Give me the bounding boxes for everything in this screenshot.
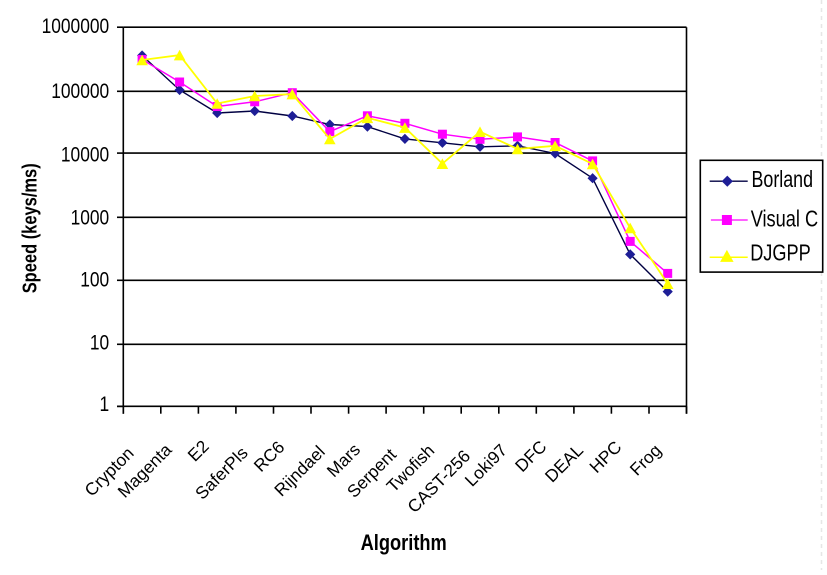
svg-text:Borland: Borland <box>752 166 814 192</box>
svg-text:1000000: 1000000 <box>42 13 110 38</box>
svg-text:100000: 100000 <box>51 78 109 103</box>
svg-text:1: 1 <box>100 391 110 416</box>
svg-text:1000: 1000 <box>71 204 110 229</box>
svg-text:Algorithm: Algorithm <box>361 530 447 555</box>
svg-text:100: 100 <box>80 267 109 292</box>
svg-text:10: 10 <box>90 329 109 354</box>
svg-text:Speed (keys/ms): Speed (keys/ms) <box>19 163 42 293</box>
svg-text:DJGPP: DJGPP <box>750 240 811 266</box>
svg-text:10000: 10000 <box>61 142 109 167</box>
svg-text:Visual C: Visual C <box>751 206 819 232</box>
